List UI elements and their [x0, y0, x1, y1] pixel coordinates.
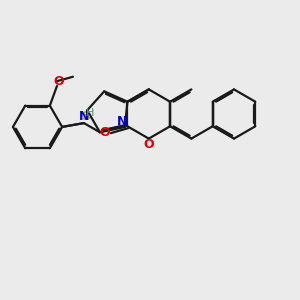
Text: N: N: [117, 115, 127, 128]
Text: S: S: [81, 110, 90, 123]
Text: O: O: [53, 75, 64, 88]
Text: H: H: [86, 109, 94, 118]
Text: N: N: [79, 110, 89, 123]
Text: O: O: [100, 126, 110, 139]
Text: O: O: [143, 137, 154, 151]
